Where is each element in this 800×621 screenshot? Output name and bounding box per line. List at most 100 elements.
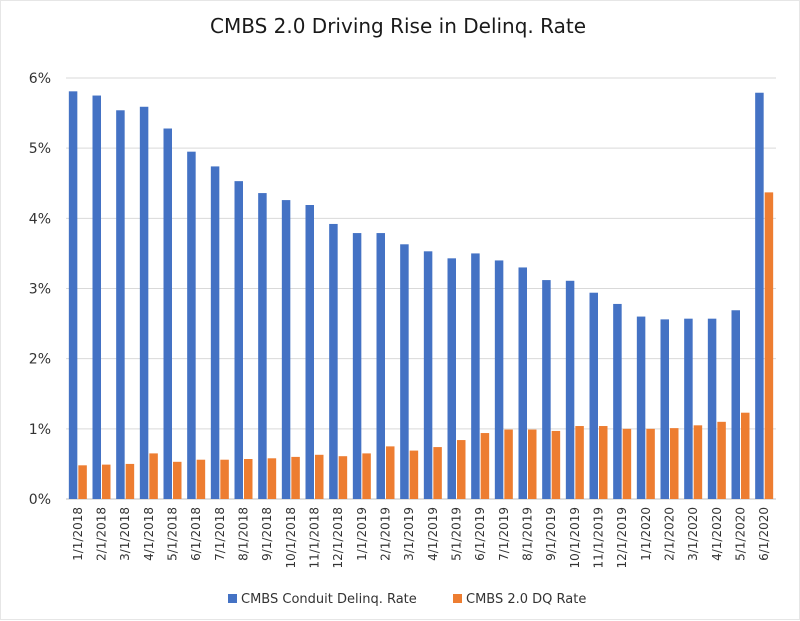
y-axis-ticks: 0% 1% 2% 3% 4% 5% 6%: [29, 71, 51, 508]
bar-conduit: [494, 260, 504, 499]
x-tick-label: 2/1/2020: [663, 507, 677, 561]
bar-conduit: [565, 280, 575, 499]
bar-conduit: [258, 193, 267, 499]
x-tick-label: 9/1/2018: [260, 507, 274, 561]
bar-conduit: [707, 318, 717, 499]
bar-conduit: [400, 244, 409, 499]
bar-cmbs2: [267, 458, 277, 499]
bar-conduit: [68, 91, 78, 499]
bar-cmbs2: [125, 463, 135, 499]
bar-conduit: [234, 181, 243, 499]
x-tick-label: 6/1/2018: [189, 507, 203, 561]
x-tick-label: 8/1/2018: [237, 507, 251, 561]
bar-cmbs2: [717, 421, 726, 499]
bar-cmbs2: [622, 428, 632, 499]
bar-conduit: [116, 110, 125, 499]
x-tick-label: 2/1/2018: [95, 507, 109, 561]
bar-conduit: [755, 92, 764, 500]
bar-cmbs2: [173, 461, 182, 499]
bar-cmbs2: [551, 430, 561, 499]
bar-cmbs2: [362, 453, 371, 499]
y-tick-label: 6%: [29, 71, 51, 87]
bar-cmbs2: [315, 454, 324, 499]
x-tick-label: 1/1/2019: [355, 507, 369, 561]
x-tick-label: 5/1/2018: [166, 507, 180, 561]
x-tick-label: 12/1/2019: [615, 507, 629, 569]
legend-label: CMBS 2.0 DQ Rate: [466, 592, 586, 607]
x-tick-label: 3/1/2019: [402, 507, 416, 561]
x-axis-ticks: 1/1/2018 2/1/2018 3/1/2018 4/1/2018 5/1/2018…: [71, 507, 771, 569]
x-tick-label: 4/1/2019: [426, 507, 440, 561]
bar-conduit: [376, 233, 385, 499]
bar-conduit: [660, 319, 669, 499]
bar-cmbs2: [599, 426, 608, 499]
legend-swatch: [453, 594, 462, 603]
x-tick-label: 3/1/2020: [686, 507, 700, 561]
x-tick-label: 7/1/2019: [497, 507, 511, 561]
x-tick-label: 6/1/2020: [757, 507, 771, 561]
gridlines: [66, 77, 776, 500]
x-tick-label: 9/1/2019: [544, 507, 558, 561]
legend: CMBS Conduit Delinq. Rate CMBS 2.0 DQ Rat…: [228, 592, 586, 607]
bar-conduit: [542, 280, 551, 499]
x-tick-label: 3/1/2018: [118, 507, 132, 561]
x-tick-label: 5/1/2020: [734, 507, 748, 561]
bar-cmbs2: [409, 450, 419, 499]
y-tick-label: 3%: [29, 282, 51, 298]
bar-cmbs2: [291, 456, 300, 499]
bar-cmbs2: [764, 192, 774, 499]
x-tick-label: 4/1/2020: [710, 507, 724, 561]
bar-cmbs2: [102, 464, 111, 499]
bar-cmbs2: [220, 459, 229, 499]
x-tick-label: 1/1/2018: [71, 507, 85, 561]
bar-cmbs2: [480, 433, 490, 499]
bar-conduit: [613, 303, 622, 499]
y-tick-label: 4%: [29, 211, 51, 227]
x-tick-label: 10/1/2018: [284, 507, 298, 569]
bars: [68, 91, 774, 500]
bar-conduit: [684, 318, 693, 499]
bar-cmbs2: [528, 429, 537, 499]
bar-cmbs2: [78, 465, 87, 499]
bar-cmbs2: [741, 412, 750, 499]
x-tick-label: 2/1/2019: [379, 507, 393, 561]
x-tick-label: 11/1/2018: [308, 507, 322, 569]
bar-cmbs2: [433, 447, 442, 499]
bar-conduit: [305, 205, 314, 500]
bar-cmbs2: [504, 429, 513, 499]
bar-cmbs2: [670, 428, 679, 499]
x-tick-label: 1/1/2020: [639, 507, 653, 561]
bar-cmbs2: [457, 440, 466, 499]
legend-label: CMBS Conduit Delinq. Rate: [241, 592, 417, 607]
bar-conduit: [471, 253, 480, 499]
x-tick-label: 8/1/2019: [521, 507, 535, 561]
bar-cmbs2: [244, 459, 253, 499]
bar-cmbs2: [338, 456, 348, 499]
x-tick-label: 11/1/2019: [592, 507, 606, 569]
bar-cmbs2: [693, 425, 703, 499]
chart-title: CMBS 2.0 Driving Rise in Delinq. Rate: [210, 14, 586, 38]
bar-conduit: [187, 151, 196, 500]
bar-cmbs2: [386, 446, 395, 499]
x-tick-label: 6/1/2019: [473, 507, 487, 561]
bar-conduit: [518, 267, 527, 499]
bar-conduit: [329, 223, 338, 500]
x-tick-label: 7/1/2018: [213, 507, 227, 561]
bar-conduit: [163, 128, 172, 499]
y-tick-label: 5%: [29, 141, 51, 157]
bar-conduit: [92, 95, 101, 500]
y-tick-label: 1%: [29, 422, 51, 438]
bar-conduit: [447, 258, 456, 499]
y-tick-label: 2%: [29, 352, 51, 368]
bar-cmbs2: [575, 426, 584, 499]
bar-conduit: [210, 166, 220, 499]
bar-cmbs2: [646, 428, 655, 499]
x-tick-label: 5/1/2019: [450, 507, 464, 561]
bar-cmbs2: [196, 459, 206, 499]
legend-swatch: [228, 594, 237, 603]
bar-conduit: [731, 310, 740, 499]
bar-conduit: [423, 251, 433, 499]
bar-conduit: [139, 106, 149, 499]
bar-conduit: [352, 233, 362, 499]
